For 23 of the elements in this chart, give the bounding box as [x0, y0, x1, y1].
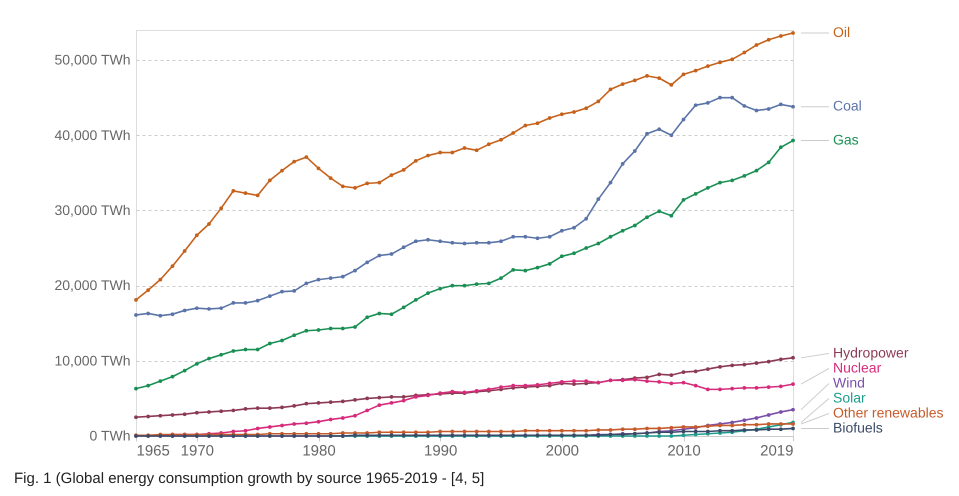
y-tick-label: 0 TWh: [90, 428, 130, 444]
x-tick-label: 2010: [667, 442, 701, 460]
x-tick-label: 2000: [546, 442, 580, 460]
y-tick-label: 20,000 TWh: [54, 277, 130, 294]
text: Nuclear: [833, 359, 882, 376]
x-tick-label: 1990: [424, 442, 458, 460]
x-tick-label: 1980: [302, 442, 336, 460]
text: Solar: [833, 389, 866, 406]
y-tick-label: 30,000 TWh: [54, 202, 130, 218]
y-tick-label: 50,000 TWh: [54, 52, 130, 68]
text: Gas: [833, 132, 859, 148]
text: Coal: [833, 98, 862, 114]
text: Wind: [833, 374, 865, 390]
text: Biofuels: [833, 419, 883, 436]
text: Other renewables: [833, 404, 944, 420]
text: Oil: [833, 24, 850, 40]
x-tick-label: 1970: [180, 442, 214, 460]
y-tick-label: 40,000 TWh: [54, 126, 130, 143]
text: Hydropower: [833, 344, 909, 360]
y-tick-label: 10,000 TWh: [54, 352, 130, 368]
x-tick-label: 2019: [760, 442, 794, 460]
x-tick-label: 1965: [136, 442, 170, 460]
caption: Fig. 1 (Global energy consumption growth by source 1965-2019 - [4, 5]: [14, 470, 484, 487]
